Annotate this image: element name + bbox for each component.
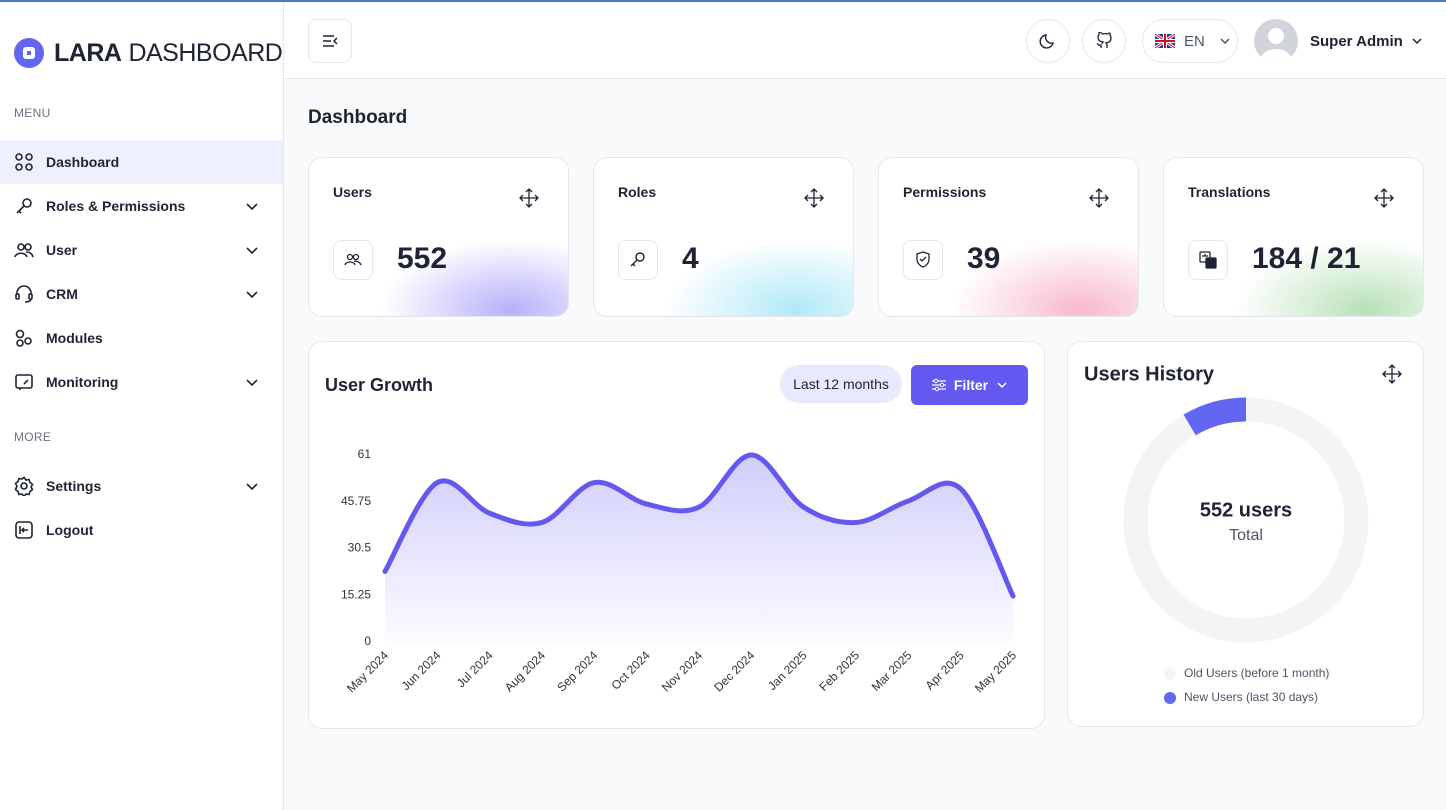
x-tick-label: Mar 2025 [869,648,915,694]
stat-label: Users [333,184,372,200]
range-button[interactable]: Last 12 months [780,365,902,403]
stat-icon [618,240,658,280]
logo-light: DASHBOARD [128,38,283,67]
nav-item[interactable]: Roles & Permissions [0,184,283,228]
x-tick-label: Oct 2024 [608,648,653,693]
user-name: Super Admin [1310,32,1403,50]
x-tick-label: Jan 2025 [765,648,810,693]
chart-title: User Growth [325,375,433,395]
y-tick-label: 0 [364,634,371,648]
nav-item[interactable]: Monitoring [0,360,283,404]
history-chart: Users History 552 users Total Old Users … [1084,363,1402,704]
stat-label: Permissions [903,184,987,200]
menu-label: MENU [14,106,51,120]
move-icon[interactable] [804,188,824,213]
range-label: Last 12 months [793,376,889,392]
x-tick-label: Apr 2025 [922,648,967,693]
legend-marker [1164,692,1176,704]
x-tick-label: Nov 2024 [659,648,705,694]
stat-label: Translations [1188,184,1271,200]
more-label: MORE [14,430,52,444]
language-select[interactable]: EN [1142,19,1238,63]
area [385,455,1013,642]
x-tick-label: May 2025 [972,648,1019,695]
filter-label: Filter [953,377,989,393]
center-label: 552 users [1200,499,1292,521]
user-menu[interactable]: Super Admin [1254,19,1423,63]
x-tick-label: Sep 2024 [554,648,600,694]
github-link[interactable] [1082,19,1126,63]
nav-label: Dashboard [46,154,120,170]
stat-icon [333,240,373,280]
donut-slice [1183,397,1247,436]
stat-value: 184 / 21 [1252,242,1361,275]
stat-icon [1188,240,1228,280]
donut-slice [1123,397,1369,643]
filter-button[interactable]: Filter [911,365,1028,405]
stat-icon [903,240,943,280]
logo-icon [14,38,44,68]
stat-value: 4 [682,242,699,275]
y-tick-label: 30.5 [348,541,372,555]
stat-card: Permissions 39 [878,157,1139,317]
nav-label: Logout [46,522,94,538]
nav-label: CRM [46,286,78,302]
theme-toggle[interactable] [1026,19,1070,63]
move-icon[interactable] [1374,188,1394,213]
nav-label: Roles & Permissions [46,198,186,214]
x-tick-label: Jul 2024 [454,648,496,690]
stat-card: Users 552 [308,157,569,317]
page-title: Dashboard [308,107,408,128]
stat-value: 39 [967,242,1001,275]
language-label: EN [1184,32,1205,50]
chart-title: Users History [1084,363,1215,385]
x-tick-label: Aug 2024 [502,648,548,694]
stat-card: Translations 184 / 21 [1163,157,1424,317]
growth-chart: User Growth 0 15.25 30.5 45.75 61 May 2024 Jun… [325,375,1019,696]
stat-card: Roles 4 [593,157,854,317]
center-sublabel: Total [1229,527,1263,544]
x-tick-label: Jun 2024 [399,648,444,693]
move-icon[interactable] [1382,364,1402,384]
nav-label: Settings [46,478,102,494]
stat-label: Roles [618,184,657,200]
line [382,452,1016,599]
logo-bold: LARA [54,38,122,67]
move-icon[interactable] [1089,188,1109,213]
x-tick-label: May 2024 [344,648,391,695]
y-tick-label: 15.25 [341,587,371,601]
menu-toggle[interactable] [308,19,352,63]
nav-item[interactable]: CRM [0,272,283,316]
history-card: Users History 552 users Total Old Users … [1067,341,1424,727]
nav-item[interactable]: Dashboard [0,140,283,184]
y-tick-label: 61 [358,447,372,461]
y-tick-label: 45.75 [341,494,371,508]
header: EN Super Admin [284,2,1446,79]
nav-label: Modules [46,330,103,346]
legend-label: Old Users (before 1 month) [1184,666,1329,680]
nav-item[interactable]: Modules [0,316,283,360]
legend-label: New Users (last 30 days) [1184,690,1318,704]
logo[interactable]: LARA DASHBOARD [14,38,283,68]
growth-card: User Growth 0 15.25 30.5 45.75 61 May 2024 Jun… [308,341,1045,729]
x-tick-label: Feb 2025 [816,648,862,694]
nav-label: Monitoring [46,374,119,390]
nav-label: User [46,242,78,258]
move-icon[interactable] [519,188,539,213]
nav-item[interactable]: User [0,228,283,272]
legend-marker [1164,668,1176,680]
nav-item[interactable]: Settings [0,464,283,508]
sidebar: LARA DASHBOARD MENU Dashboard Roles & Per… [0,2,284,810]
nav-item[interactable]: Logout [0,508,283,552]
x-tick-label: Dec 2024 [711,648,757,694]
stat-value: 552 [397,242,448,275]
